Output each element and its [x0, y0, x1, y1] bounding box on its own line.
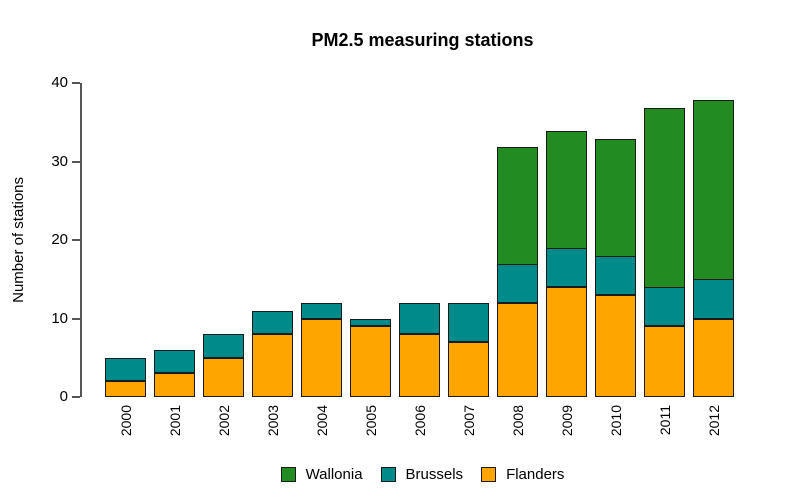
bar-2005	[350, 318, 391, 397]
bar-2008	[497, 146, 538, 397]
y-tick-label-30: 30	[51, 152, 68, 170]
x-tick-label-2008: 2008	[509, 405, 526, 437]
x-tick-label-2004: 2004	[313, 405, 330, 437]
y-tick-label-40: 40	[51, 74, 68, 91]
legend-label-brussels: Brussels	[405, 466, 464, 483]
y-tick-label-10: 10	[51, 309, 68, 327]
segment-brussels-2004	[301, 302, 342, 319]
segment-brussels-2007	[448, 302, 489, 343]
segment-flanders-2006	[399, 334, 440, 397]
x-tick-label-2005: 2005	[362, 405, 379, 437]
segment-wallonia-2010	[595, 138, 636, 257]
bar-2002	[203, 334, 244, 397]
segment-brussels-2008	[497, 263, 538, 303]
segment-wallonia-2012	[693, 99, 734, 281]
x-tick-label-2001: 2001	[166, 405, 183, 437]
legend: Wallonia Brussels Flanders	[80, 466, 765, 483]
segment-brussels-2005	[350, 318, 391, 327]
segment-brussels-2011	[644, 287, 685, 327]
x-tick-label-2010: 2010	[607, 405, 624, 437]
segment-flanders-2007	[448, 342, 489, 397]
segment-flanders-2011	[644, 326, 685, 397]
segment-wallonia-2011	[644, 107, 685, 289]
y-tick-30	[72, 160, 80, 163]
legend-swatch-wallonia	[280, 467, 296, 482]
y-axis-label: Number of stations	[8, 83, 28, 397]
segment-brussels-2010	[595, 255, 636, 295]
segment-brussels-2009	[546, 247, 587, 288]
y-tick-label-20: 20	[51, 231, 68, 248]
legend-item-brussels: Brussels	[380, 466, 464, 483]
legend-item-flanders: Flanders	[481, 466, 564, 483]
y-axis-label-text: Number of stations	[9, 177, 27, 303]
bar-2000	[105, 357, 146, 397]
segment-flanders-2010	[595, 294, 636, 397]
bar-2011	[644, 107, 685, 397]
segment-flanders-2009	[546, 287, 587, 397]
bar-2012	[693, 99, 734, 397]
segment-flanders-2003	[252, 334, 293, 397]
y-tick-0	[72, 396, 80, 398]
legend-swatch-flanders	[481, 467, 497, 482]
segment-flanders-2012	[693, 318, 734, 397]
legend-item-wallonia: Wallonia	[280, 466, 363, 483]
segment-brussels-2003	[252, 310, 293, 335]
bar-2004	[301, 302, 342, 397]
segment-flanders-2004	[301, 318, 342, 397]
segment-brussels-2006	[399, 302, 440, 335]
segment-wallonia-2009	[546, 131, 587, 249]
segment-brussels-2001	[154, 349, 195, 374]
chart-title: PM2.5 measuring stations	[311, 30, 534, 50]
y-tick-40	[72, 82, 80, 84]
x-tick-label-2012: 2012	[705, 405, 722, 437]
segment-brussels-2000	[105, 357, 146, 382]
bar-2006	[399, 302, 440, 397]
plot-area: 0 10 20 30 40 2000 2001 2002 2003 2004 2005 2006 200…	[51, 74, 767, 436]
x-tick-label-2007: 2007	[460, 405, 477, 437]
segment-flanders-2002	[203, 357, 244, 397]
legend-swatch-brussels	[380, 467, 396, 482]
x-tick-label-2003: 2003	[264, 405, 281, 437]
x-tick-label-2000: 2000	[117, 405, 134, 437]
segment-flanders-2005	[350, 326, 391, 397]
segment-brussels-2012	[693, 279, 734, 319]
segment-flanders-2001	[154, 373, 195, 397]
segment-brussels-2002	[203, 334, 244, 358]
bar-2001	[154, 349, 195, 397]
x-tick-label-2006: 2006	[411, 405, 428, 437]
segment-flanders-2000	[105, 381, 146, 397]
bar-2007	[448, 302, 489, 397]
bar-2009	[546, 131, 587, 397]
y-tick-10	[72, 317, 80, 320]
x-tick-label-2009: 2009	[558, 405, 575, 437]
y-tick-label-0: 0	[59, 388, 68, 405]
x-tick-label-2011: 2011	[656, 405, 673, 436]
segment-flanders-2008	[497, 302, 538, 397]
bar-2010	[595, 138, 636, 397]
segment-wallonia-2008	[497, 146, 538, 265]
legend-label-wallonia: Wallonia	[305, 466, 363, 483]
bar-2003	[252, 310, 293, 397]
legend-label-flanders: Flanders	[506, 466, 565, 483]
y-tick-20	[72, 239, 80, 241]
x-tick-label-2002: 2002	[215, 405, 232, 437]
